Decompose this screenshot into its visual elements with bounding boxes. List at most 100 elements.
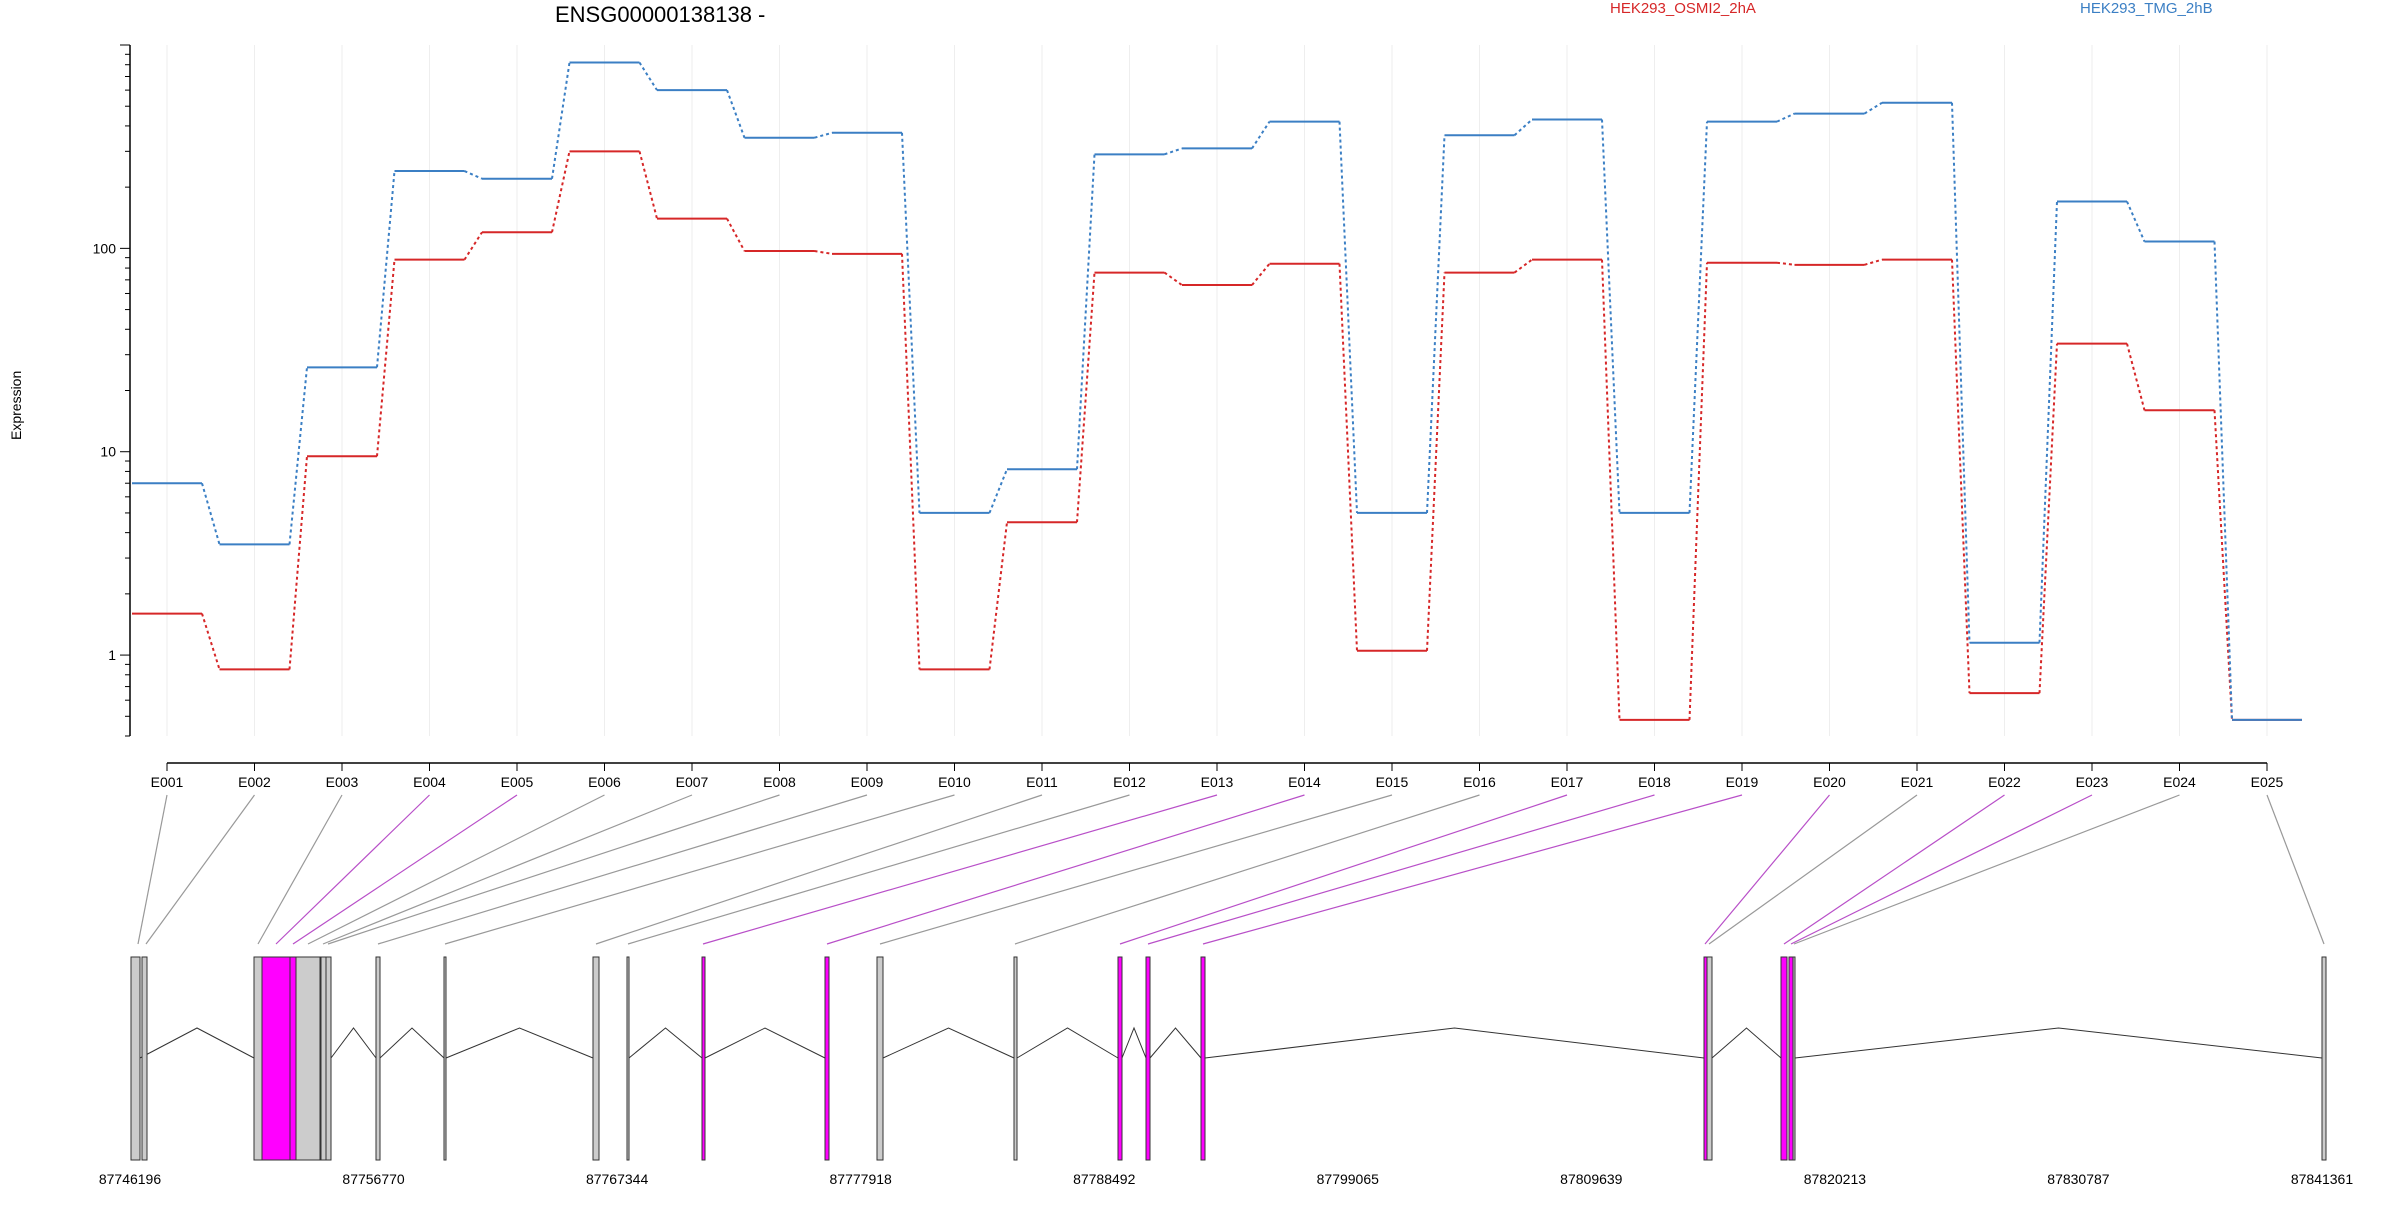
series-connector [2213,241,2233,720]
series-connector [1251,121,1271,149]
exon-connector [377,794,868,945]
exon-connector [879,794,1393,945]
series-connector [1688,121,1708,513]
series-connector [288,367,308,545]
exon-connector-lines [137,794,2325,945]
exon-box [289,956,297,1161]
x-tick-label: E019 [1726,774,1759,790]
exon-connector [1147,794,1655,945]
exon-box [1792,956,1796,1161]
exon-box [592,956,600,1161]
exon-box [1788,956,1794,1161]
coordinate-label: 87767344 [586,1171,649,1187]
x-tick-label: E012 [1113,774,1146,790]
x-tick-label: E015 [1376,774,1409,790]
legend-entry-osmi2: HEK293_OSMI2_2hA [1610,0,1756,17]
x-tick-label: E005 [501,774,534,790]
series-connector [1164,147,1183,156]
coordinate-label: 87756770 [342,1171,405,1187]
series-connector [814,131,833,139]
series-connector [1076,272,1096,523]
exon-connector [322,794,693,945]
exon-box [1780,956,1788,1161]
x-tick-label: E011 [1026,774,1058,790]
exon-box [876,956,884,1161]
series-connector [1513,118,1533,136]
exon-connector [1119,794,1568,945]
intron-line [1711,1027,1782,1059]
exon-box [824,956,830,1161]
series-connector [551,62,571,179]
coordinate-label: 87820213 [1804,1171,1867,1187]
series-connector [726,89,746,139]
exon-connector [1202,794,1743,945]
series-connector [988,468,1008,514]
intron-line [379,1027,445,1059]
gene-model: 87746196 87756770 87767344 87777918 87788492… [99,956,2354,1187]
series-layer [132,61,2302,721]
x-tick-label: E022 [1988,774,2021,790]
series-connector [2126,343,2146,411]
series-connector [1338,263,1358,651]
exon-box [701,956,706,1161]
coordinate-label: 87799065 [1317,1171,1380,1187]
series-connector [2038,343,2058,694]
series-connector [1163,271,1183,286]
series-connector [638,151,658,219]
series-connector [463,231,483,261]
exon-box [1200,956,1206,1161]
axes: 1 10 100 E001 E002 E003 E004 E005 E006 E007 E008 E0… [93,44,2284,790]
coordinate-label: 87788492 [1073,1171,1136,1187]
series-connector [1513,258,1533,274]
y-axis-label: Expression [8,370,24,440]
intron-line [1121,1026,1147,1059]
intron-line [139,1027,255,1059]
exon-box [253,956,263,1161]
exon-box [375,956,381,1161]
exon-box [626,956,630,1161]
exon-box [130,956,141,1161]
x-tick-label: E002 [238,774,271,790]
exon-connector [1014,794,1480,945]
series-connector [201,482,221,545]
exon-connector [702,794,1218,945]
series-connector [2213,410,2233,720]
coordinate-label: 87841361 [2291,1171,2354,1187]
x-tick-label: E016 [1463,774,1496,790]
exon-connector [826,794,1305,945]
x-tick-label: E014 [1288,774,1321,790]
series-connector [376,259,396,457]
series-connector [551,151,571,233]
y-tick-label: 1 [108,647,116,663]
intron-line [1149,1027,1202,1059]
intron-line [1794,1027,2323,1059]
series-connector [1338,121,1358,513]
series-connector [376,170,396,368]
x-tick-label: E010 [938,774,971,790]
exon-box [1145,956,1151,1161]
series-connector [1864,258,1883,266]
series-connector [1776,112,1795,123]
exon-connector [1793,794,2180,945]
exon-box [295,956,321,1161]
intron-line [1204,1027,1705,1059]
x-tick-label: E025 [2251,774,2284,790]
exon-box [1013,956,1018,1161]
x-tick-label: E021 [1901,774,1934,790]
exon-box [1706,956,1713,1161]
y-tick-label: 100 [93,240,117,256]
series-connector [1776,261,1795,266]
intron-line [628,1027,703,1059]
exon-connector [627,794,1130,945]
coordinate-label: 87777918 [830,1171,893,1187]
series-connector [1426,272,1446,651]
x-tick-label: E001 [151,774,184,790]
exon-connector [1783,794,2005,945]
x-tick-label: E024 [2163,774,2196,790]
grid [166,45,2268,736]
x-tick-label: E006 [588,774,621,790]
chart-title: ENSG00000138138 - [555,2,766,27]
series-connector [901,132,921,513]
series-connector [201,613,221,670]
